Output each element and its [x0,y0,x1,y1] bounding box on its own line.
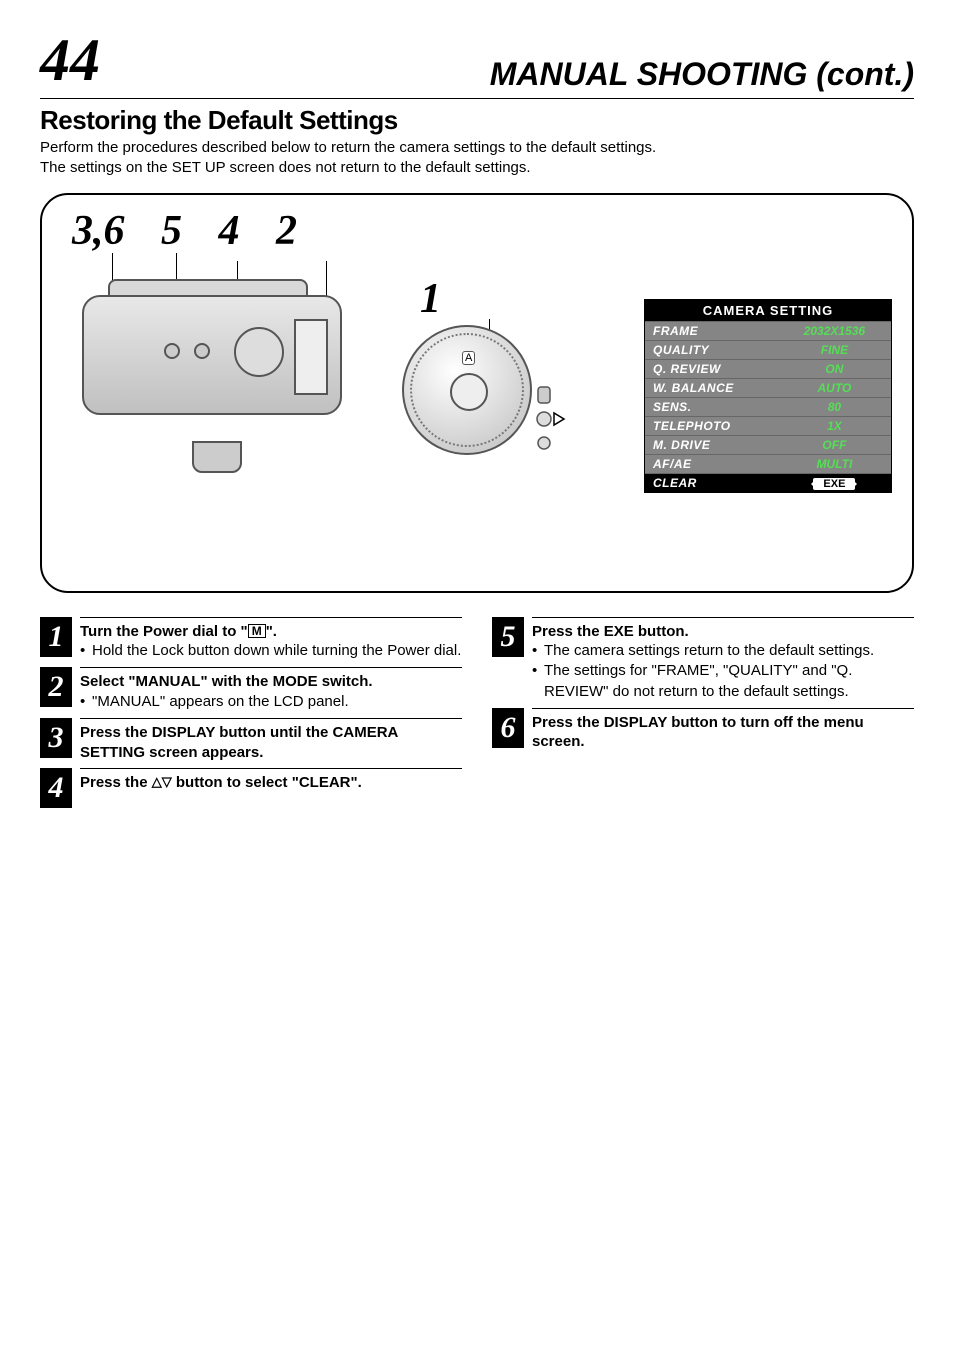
setting-label: SENS. [645,398,778,416]
callout-36: 3,6 [72,208,125,254]
dial-mark-label: A [462,351,475,365]
camera-setting-row: M. DRIVEOFF [645,435,891,454]
step-body: "MANUAL" appears on the LCD panel. [80,692,462,712]
setting-label: AF/AE [645,455,778,473]
step-6: 6 Press the DISPLAY button to turn off t… [492,708,914,752]
steps-columns: 1 Turn the Power dial to "M". Hold the L… [40,617,914,799]
steps-col-right: 5 Press the EXE button. The camera setti… [492,617,914,799]
step-number: 3 [40,718,72,758]
step-4: 4 Press the △▽ button to select "CLEAR". [40,768,462,793]
callout-1: 1 [420,275,441,323]
setting-value: FINE [778,341,891,359]
intro-line-2: The settings on the SET UP screen does n… [40,159,531,176]
page-header: 44 MANUAL SHOOTING (cont.) [40,30,914,90]
callout-2: 2 [276,208,297,254]
triangle-up-icon: △ [152,774,162,791]
callout-5: 5 [161,208,182,254]
step-bullet: The camera settings return to the defaul… [532,641,914,661]
dial-arrow-icon [536,385,566,455]
triangle-down-icon: ▽ [162,774,172,791]
setting-value: OFF [778,436,891,454]
section-title: Restoring the Default Settings [40,105,914,136]
diagram-callouts-row: 3,6 5 4 2 [72,207,323,255]
camera-setting-row: Q. REVIEWON [645,359,891,378]
setting-value: ON [778,360,891,378]
page-number: 44 [40,30,180,90]
setting-label: TELEPHOTO [645,417,778,435]
step-3: 3 Press the DISPLAY button until the CAM… [40,718,462,762]
intro-text: Perform the procedures described below t… [40,138,914,179]
setting-value: 1X [778,417,891,435]
camera-setting-row: FRAME2032X1536 [645,321,891,340]
step-number: 6 [492,708,524,748]
step-body: The camera settings return to the defaul… [532,641,914,702]
camera-setting-row: AF/AEMULTI [645,454,891,473]
camera-setting-panel: CAMERA SETTING FRAME2032X1536QUALITYFINE… [644,299,892,493]
setting-value: MULTI [778,455,891,473]
camera-setting-row: CLEAR EXE [645,473,891,492]
setting-label: FRAME [645,322,778,340]
setting-label: CLEAR [645,474,778,492]
camera-setting-row: TELEPHOTO1X [645,416,891,435]
camera-setting-title: CAMERA SETTING [645,300,891,321]
step-number: 2 [40,667,72,707]
step-bullet: "MANUAL" appears on the LCD panel. [80,692,462,712]
diagram-box: 3,6 5 4 2 1 A [40,193,914,593]
step-bullet: Hold the Lock button down while turning … [80,641,462,661]
m-icon: M [248,624,266,638]
step-heading: Select "MANUAL" with the MODE switch. [80,672,462,692]
step-heading: Press the DISPLAY button to turn off the… [532,713,914,752]
header-rule [40,98,914,99]
step-heading: Press the EXE button. [532,622,914,642]
camera-setting-row: QUALITYFINE [645,340,891,359]
step-number: 1 [40,617,72,657]
setting-label: M. DRIVE [645,436,778,454]
setting-label: Q. REVIEW [645,360,778,378]
setting-label: QUALITY [645,341,778,359]
step-1: 1 Turn the Power dial to "M". Hold the L… [40,617,462,662]
camera-illustration [82,295,342,445]
step-heading: Turn the Power dial to "M". [80,622,462,642]
setting-value: EXE [778,474,891,492]
exe-button-icon: EXE [813,478,855,490]
camera-setting-row: W. BALANCEAUTO [645,378,891,397]
callout-4: 4 [219,208,240,254]
intro-line-1: Perform the procedures described below t… [40,139,656,156]
step-heading: Press the DISPLAY button until the CAMER… [80,723,462,762]
step-number: 5 [492,617,524,657]
step-body: Hold the Lock button down while turning … [80,641,462,661]
power-dial-illustration: A [402,325,552,475]
setting-value: 2032X1536 [778,322,891,340]
step-number: 4 [40,768,72,808]
camera-setting-row: SENS.80 [645,397,891,416]
setting-label: W. BALANCE [645,379,778,397]
setting-value: 80 [778,398,891,416]
step-bullet: The settings for "FRAME", "QUALITY" and … [532,661,914,702]
step-5: 5 Press the EXE button. The camera setti… [492,617,914,702]
step-heading: Press the △▽ button to select "CLEAR". [80,773,462,793]
setting-value: AUTO [778,379,891,397]
steps-col-left: 1 Turn the Power dial to "M". Hold the L… [40,617,462,799]
step-2: 2 Select "MANUAL" with the MODE switch. … [40,667,462,712]
chapter-title: MANUAL SHOOTING (cont.) [180,58,914,90]
